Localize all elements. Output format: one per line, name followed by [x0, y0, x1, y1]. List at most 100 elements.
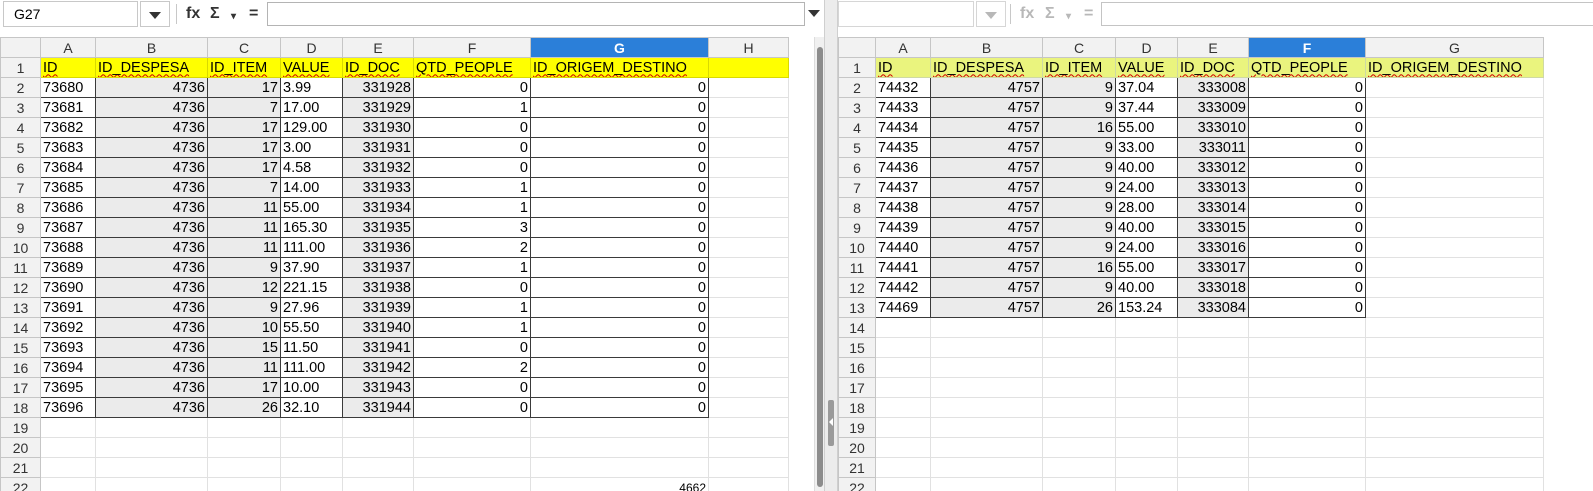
column-header-b[interactable]: B — [930, 37, 1043, 58]
header-cell[interactable]: ID_ORIGEM_DESTINO — [530, 57, 709, 78]
data-cell[interactable]: 55.00 — [1115, 257, 1178, 278]
empty-cell[interactable] — [1177, 457, 1249, 478]
data-cell[interactable]: 9 — [1042, 237, 1116, 258]
empty-cell[interactable] — [708, 217, 789, 238]
data-cell[interactable]: 4757 — [930, 157, 1043, 178]
data-cell[interactable]: 32.10 — [280, 397, 343, 418]
empty-cell[interactable] — [708, 317, 789, 338]
empty-cell[interactable] — [875, 437, 931, 458]
empty-cell[interactable] — [875, 377, 931, 398]
data-cell[interactable]: 11 — [207, 197, 281, 218]
data-cell[interactable]: 16 — [1042, 117, 1116, 138]
name-box[interactable]: G27 — [3, 1, 138, 27]
data-cell[interactable]: 0 — [530, 317, 709, 338]
data-cell[interactable]: 333011 — [1177, 137, 1249, 158]
row-header[interactable]: 20 — [838, 437, 876, 458]
empty-cell[interactable] — [1248, 337, 1366, 358]
data-cell[interactable]: 0 — [1248, 177, 1366, 198]
data-cell[interactable]: 4757 — [930, 217, 1043, 238]
data-cell[interactable]: 73680 — [40, 77, 96, 98]
empty-cell[interactable] — [1365, 77, 1544, 98]
data-cell[interactable]: 73694 — [40, 357, 96, 378]
empty-cell[interactable] — [708, 357, 789, 378]
row-header[interactable]: 21 — [0, 457, 41, 478]
data-cell[interactable]: 55.50 — [280, 317, 343, 338]
row-header[interactable]: 22 — [838, 477, 876, 491]
empty-cell[interactable] — [1177, 357, 1249, 378]
data-cell[interactable]: 37.44 — [1115, 97, 1178, 118]
empty-cell[interactable] — [930, 397, 1043, 418]
data-cell[interactable]: 74441 — [875, 257, 931, 278]
data-cell[interactable]: 0 — [413, 397, 531, 418]
empty-cell[interactable] — [930, 357, 1043, 378]
data-cell[interactable]: 7 — [207, 97, 281, 118]
data-cell[interactable]: 9 — [1042, 137, 1116, 158]
empty-cell[interactable] — [95, 417, 208, 438]
function-wizard-icon[interactable]: fx — [1020, 5, 1035, 22]
empty-cell[interactable] — [1248, 477, 1366, 491]
empty-cell[interactable] — [1365, 317, 1544, 338]
data-cell[interactable]: 7 — [207, 177, 281, 198]
data-cell[interactable]: 333016 — [1177, 237, 1249, 258]
data-cell[interactable]: 4736 — [95, 277, 208, 298]
row-header[interactable]: 22 — [0, 477, 41, 491]
data-cell[interactable]: 0 — [530, 277, 709, 298]
row-header[interactable]: 18 — [838, 397, 876, 418]
empty-cell[interactable] — [1115, 417, 1178, 438]
data-cell[interactable]: 11 — [207, 217, 281, 238]
name-box-dropdown-icon[interactable] — [140, 1, 170, 27]
empty-cell[interactable] — [1042, 377, 1116, 398]
data-cell[interactable]: 73684 — [40, 157, 96, 178]
data-cell[interactable]: 331939 — [342, 297, 414, 318]
data-cell[interactable]: 0 — [530, 77, 709, 98]
data-cell[interactable]: 17 — [207, 77, 281, 98]
column-header-e[interactable]: E — [342, 37, 414, 58]
empty-cell[interactable] — [1365, 417, 1544, 438]
data-cell[interactable]: 9 — [1042, 157, 1116, 178]
row-header[interactable]: 15 — [838, 337, 876, 358]
empty-cell[interactable] — [342, 477, 414, 491]
data-cell[interactable]: 26 — [1042, 297, 1116, 318]
empty-cell[interactable] — [930, 317, 1043, 338]
empty-cell[interactable] — [1248, 437, 1366, 458]
data-cell[interactable]: 331941 — [342, 337, 414, 358]
formula-equals-icon[interactable]: = — [249, 5, 259, 22]
empty-cell[interactable] — [708, 417, 789, 438]
empty-cell[interactable] — [875, 477, 931, 491]
data-cell[interactable]: 3 — [413, 217, 531, 238]
empty-cell[interactable] — [1042, 337, 1116, 358]
data-cell[interactable]: 0 — [530, 357, 709, 378]
empty-cell[interactable] — [207, 477, 281, 491]
empty-cell[interactable] — [40, 477, 96, 491]
empty-cell[interactable] — [1115, 477, 1178, 491]
row-header[interactable]: 9 — [838, 217, 876, 238]
data-cell[interactable]: 73687 — [40, 217, 96, 238]
empty-cell[interactable] — [207, 437, 281, 458]
empty-cell[interactable] — [1365, 457, 1544, 478]
empty-cell[interactable] — [708, 197, 789, 218]
data-cell[interactable]: 0 — [413, 137, 531, 158]
data-cell[interactable]: 4757 — [930, 197, 1043, 218]
empty-cell[interactable] — [1248, 417, 1366, 438]
total-cell[interactable]: 4662 — [530, 477, 709, 491]
row-header[interactable]: 21 — [838, 457, 876, 478]
data-cell[interactable]: 331944 — [342, 397, 414, 418]
name-box[interactable] — [838, 1, 974, 27]
data-cell[interactable]: 0 — [530, 97, 709, 118]
data-cell[interactable]: 4757 — [930, 257, 1043, 278]
row-header[interactable]: 7 — [838, 177, 876, 198]
data-cell[interactable]: 17 — [207, 117, 281, 138]
empty-cell[interactable] — [708, 97, 789, 118]
data-cell[interactable]: 1 — [413, 97, 531, 118]
data-cell[interactable]: 0 — [1248, 197, 1366, 218]
empty-cell[interactable] — [708, 377, 789, 398]
empty-cell[interactable] — [708, 257, 789, 278]
column-header-a[interactable]: A — [875, 37, 931, 58]
data-cell[interactable]: 1 — [413, 177, 531, 198]
empty-cell[interactable] — [413, 477, 531, 491]
empty-cell[interactable] — [280, 437, 343, 458]
empty-cell[interactable] — [1365, 477, 1544, 491]
data-cell[interactable]: 9 — [1042, 177, 1116, 198]
data-cell[interactable]: 40.00 — [1115, 157, 1178, 178]
data-cell[interactable]: 15 — [207, 337, 281, 358]
